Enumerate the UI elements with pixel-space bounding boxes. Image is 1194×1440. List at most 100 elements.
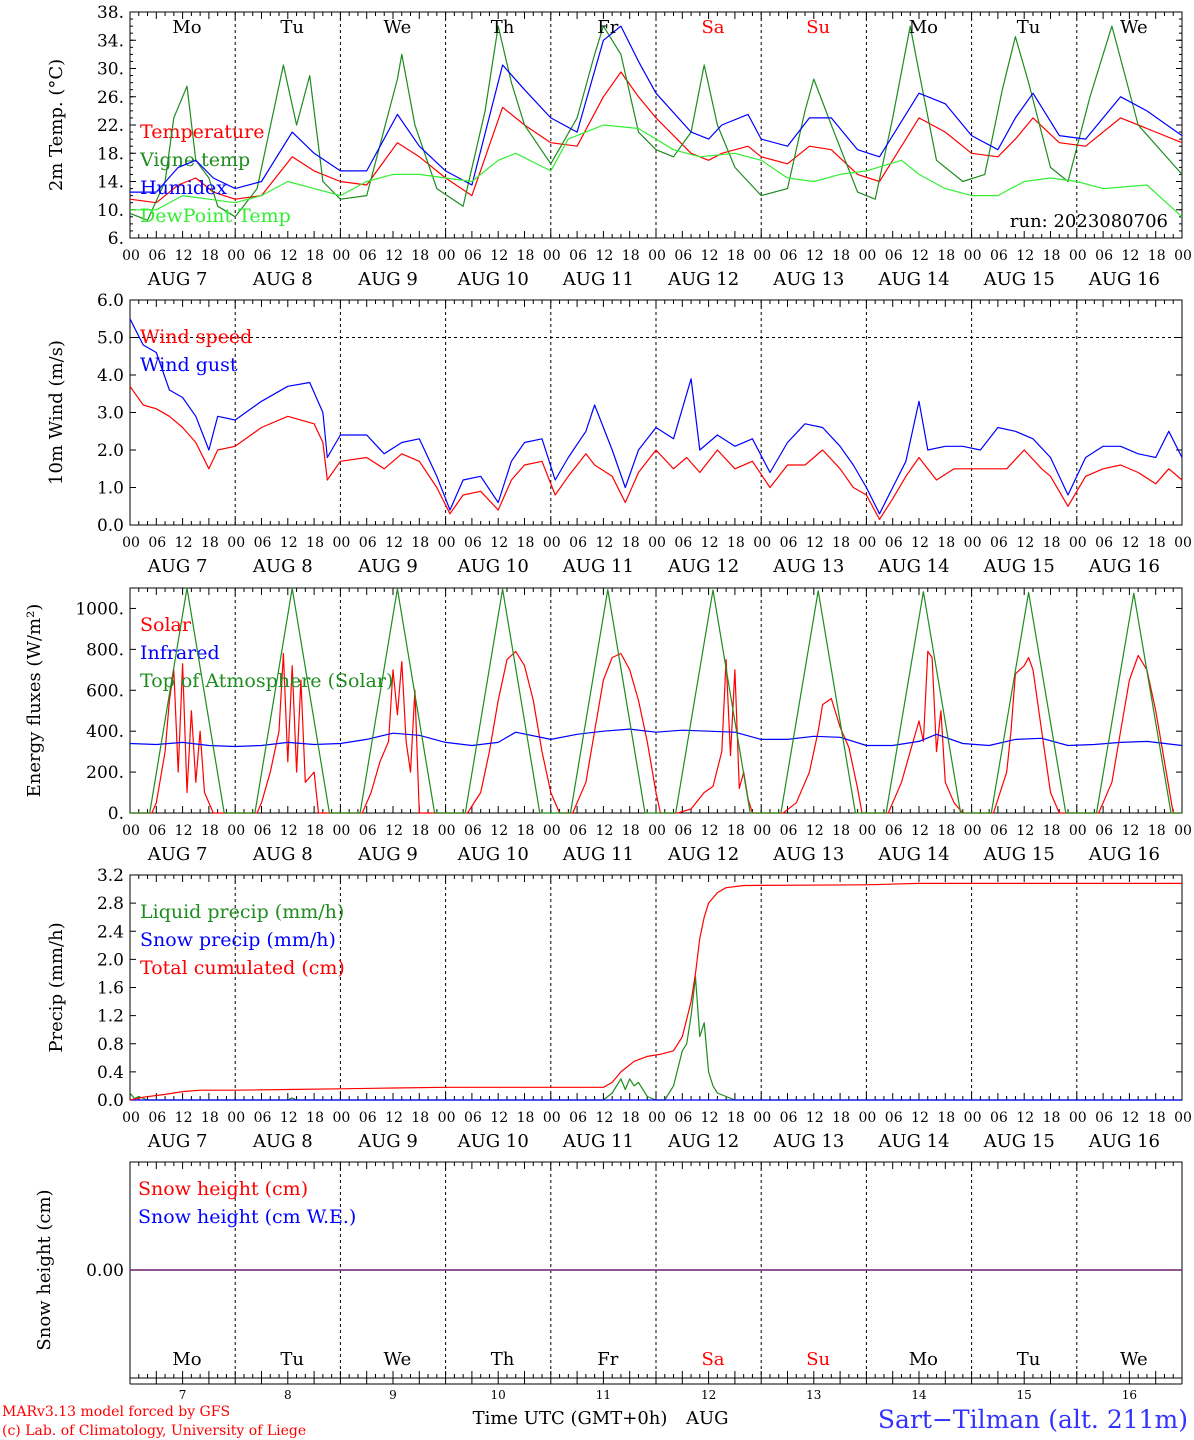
precip-hour-tick-label: 00	[332, 1110, 350, 1126]
energy-y-tick-label: 200.	[86, 763, 124, 783]
temp-hour-tick-label: 00	[648, 248, 666, 264]
precip-hour-tick-label: 12	[385, 1110, 403, 1126]
precip-y-tick-label: 1.6	[97, 979, 124, 999]
precip-date-label: AUG 8	[252, 1131, 313, 1152]
temp-series-temperature	[129, 71, 1183, 204]
wind-hour-tick-label: 00	[648, 535, 666, 551]
precip-hour-tick-label: 18	[411, 1110, 429, 1126]
energy-hour-tick-label: 06	[148, 823, 166, 839]
wind-date-label: AUG 7	[147, 556, 208, 577]
energy-hour-tick-label: 12	[701, 823, 719, 839]
day-name-bottom: Tu	[280, 1349, 304, 1370]
temp-hour-tick-label: 12	[1016, 248, 1034, 264]
energy-hour-tick-label: 06	[569, 823, 587, 839]
temp-hour-tick-label: 06	[780, 248, 798, 264]
energy-hour-tick-label: 06	[885, 823, 903, 839]
precip-hour-tick-label: 18	[622, 1110, 640, 1126]
wind-hour-tick-label: 12	[1121, 535, 1139, 551]
energy-y-axis-label: Energy fluxes (W/m²)	[24, 604, 45, 798]
snow-legend-item: Snow height (cm)	[138, 1178, 308, 1200]
day-name-top: Tu	[280, 17, 304, 38]
energy-hour-tick-label: 00	[858, 823, 876, 839]
wind-series-wind-gust	[129, 318, 1183, 515]
precip-hour-tick-label: 06	[254, 1110, 272, 1126]
temp-hour-tick-label: 06	[1095, 248, 1113, 264]
temp-hour-tick-label: 18	[622, 248, 640, 264]
precip-hour-tick-label: 12	[490, 1110, 508, 1126]
snow-y-axis-label: Snow height (cm)	[34, 1189, 55, 1350]
wind-hour-tick-label: 06	[254, 535, 272, 551]
wind-date-label: AUG 14	[877, 556, 949, 577]
wind-hour-tick-label: 06	[674, 535, 692, 551]
energy-legend-item: Infrared	[140, 642, 220, 664]
wind-hour-tick-label: 18	[201, 535, 219, 551]
precip-y-tick-label: 0.4	[97, 1063, 124, 1083]
wind-y-tick-label: 4.0	[97, 366, 124, 386]
precip-hour-tick-label: 12	[280, 1110, 298, 1126]
wind-hour-tick-label: 18	[937, 535, 955, 551]
energy-date-label: AUG 9	[357, 844, 418, 865]
temp-y-tick-label: 22.	[97, 116, 124, 136]
wind-hour-tick-label: 00	[1174, 535, 1192, 551]
day-number-label: 11	[596, 1388, 611, 1402]
wind-series-wind-speed	[129, 385, 1183, 521]
energy-date-label: AUG 12	[667, 844, 739, 865]
energy-date-label: AUG 14	[877, 844, 949, 865]
energy-hour-tick-label: 06	[464, 823, 482, 839]
energy-hour-tick-label: 12	[595, 823, 613, 839]
precip-hour-tick-label: 00	[858, 1110, 876, 1126]
energy-series-top-of-atmosphere-solar	[130, 587, 1182, 814]
precip-hour-tick-label: 06	[464, 1110, 482, 1126]
model-credit: MARv3.13 model forced by GFS	[2, 1404, 230, 1420]
energy-date-label: AUG 15	[983, 844, 1055, 865]
x-axis-title: Time UTC (GMT+0h)	[473, 1408, 668, 1429]
energy-hour-tick-label: 18	[832, 823, 850, 839]
day-name-bottom: We	[1120, 1349, 1148, 1370]
wind-hour-tick-label: 12	[490, 535, 508, 551]
day-name-top: We	[384, 17, 412, 38]
temp-hour-tick-label: 12	[595, 248, 613, 264]
energy-y-tick-label: 600.	[86, 681, 124, 701]
temp-y-tick-label: 6.	[108, 229, 124, 249]
wind-hour-tick-label: 06	[1095, 535, 1113, 551]
wind-hour-tick-label: 06	[359, 535, 377, 551]
precip-y-tick-label: 0.8	[97, 1035, 124, 1055]
energy-hour-tick-label: 00	[1174, 823, 1192, 839]
wind-hour-tick-label: 12	[911, 535, 929, 551]
precip-hour-tick-label: 12	[1121, 1110, 1139, 1126]
precip-y-tick-label: 2.0	[97, 950, 124, 970]
wind-hour-tick-label: 06	[990, 535, 1008, 551]
energy-hour-tick-label: 18	[411, 823, 429, 839]
energy-hour-tick-label: 18	[622, 823, 640, 839]
temp-hour-tick-label: 12	[385, 248, 403, 264]
energy-hour-tick-label: 18	[1148, 823, 1166, 839]
temp-y-tick-label: 18.	[97, 144, 124, 164]
precip-hour-tick-label: 00	[964, 1110, 982, 1126]
wind-hour-tick-label: 12	[175, 535, 193, 551]
wind-date-label: AUG 9	[357, 556, 418, 577]
precip-y-tick-label: 2.8	[97, 894, 124, 914]
temp-y-tick-label: 30.	[97, 60, 124, 80]
precip-hour-tick-label: 12	[595, 1110, 613, 1126]
day-name-bottom: Tu	[1017, 1349, 1041, 1370]
temp-series-dewpoint-temp	[130, 124, 1183, 218]
precip-hour-tick-label: 18	[201, 1110, 219, 1126]
temp-hour-tick-label: 06	[885, 248, 903, 264]
day-name-bottom: Mo	[172, 1349, 201, 1370]
day-name-bottom: Su	[806, 1349, 830, 1370]
wind-date-label: AUG 13	[772, 556, 844, 577]
wind-date-label: AUG 15	[983, 556, 1055, 577]
energy-hour-tick-label: 12	[1121, 823, 1139, 839]
wind-y-tick-label: 1.0	[97, 479, 124, 499]
energy-hour-tick-label: 12	[806, 823, 824, 839]
temp-y-tick-label: 10.	[97, 201, 124, 221]
temp-hour-tick-label: 06	[464, 248, 482, 264]
temp-hour-tick-label: 12	[490, 248, 508, 264]
energy-hour-tick-label: 00	[1069, 823, 1087, 839]
precip-date-label: AUG 16	[1088, 1131, 1160, 1152]
precip-y-tick-label: 3.2	[97, 866, 124, 886]
snow-y-tick-label: 0.00	[86, 1261, 124, 1281]
energy-hour-tick-label: 18	[727, 823, 745, 839]
precip-date-label: AUG 7	[147, 1131, 208, 1152]
precip-date-label: AUG 15	[983, 1131, 1055, 1152]
